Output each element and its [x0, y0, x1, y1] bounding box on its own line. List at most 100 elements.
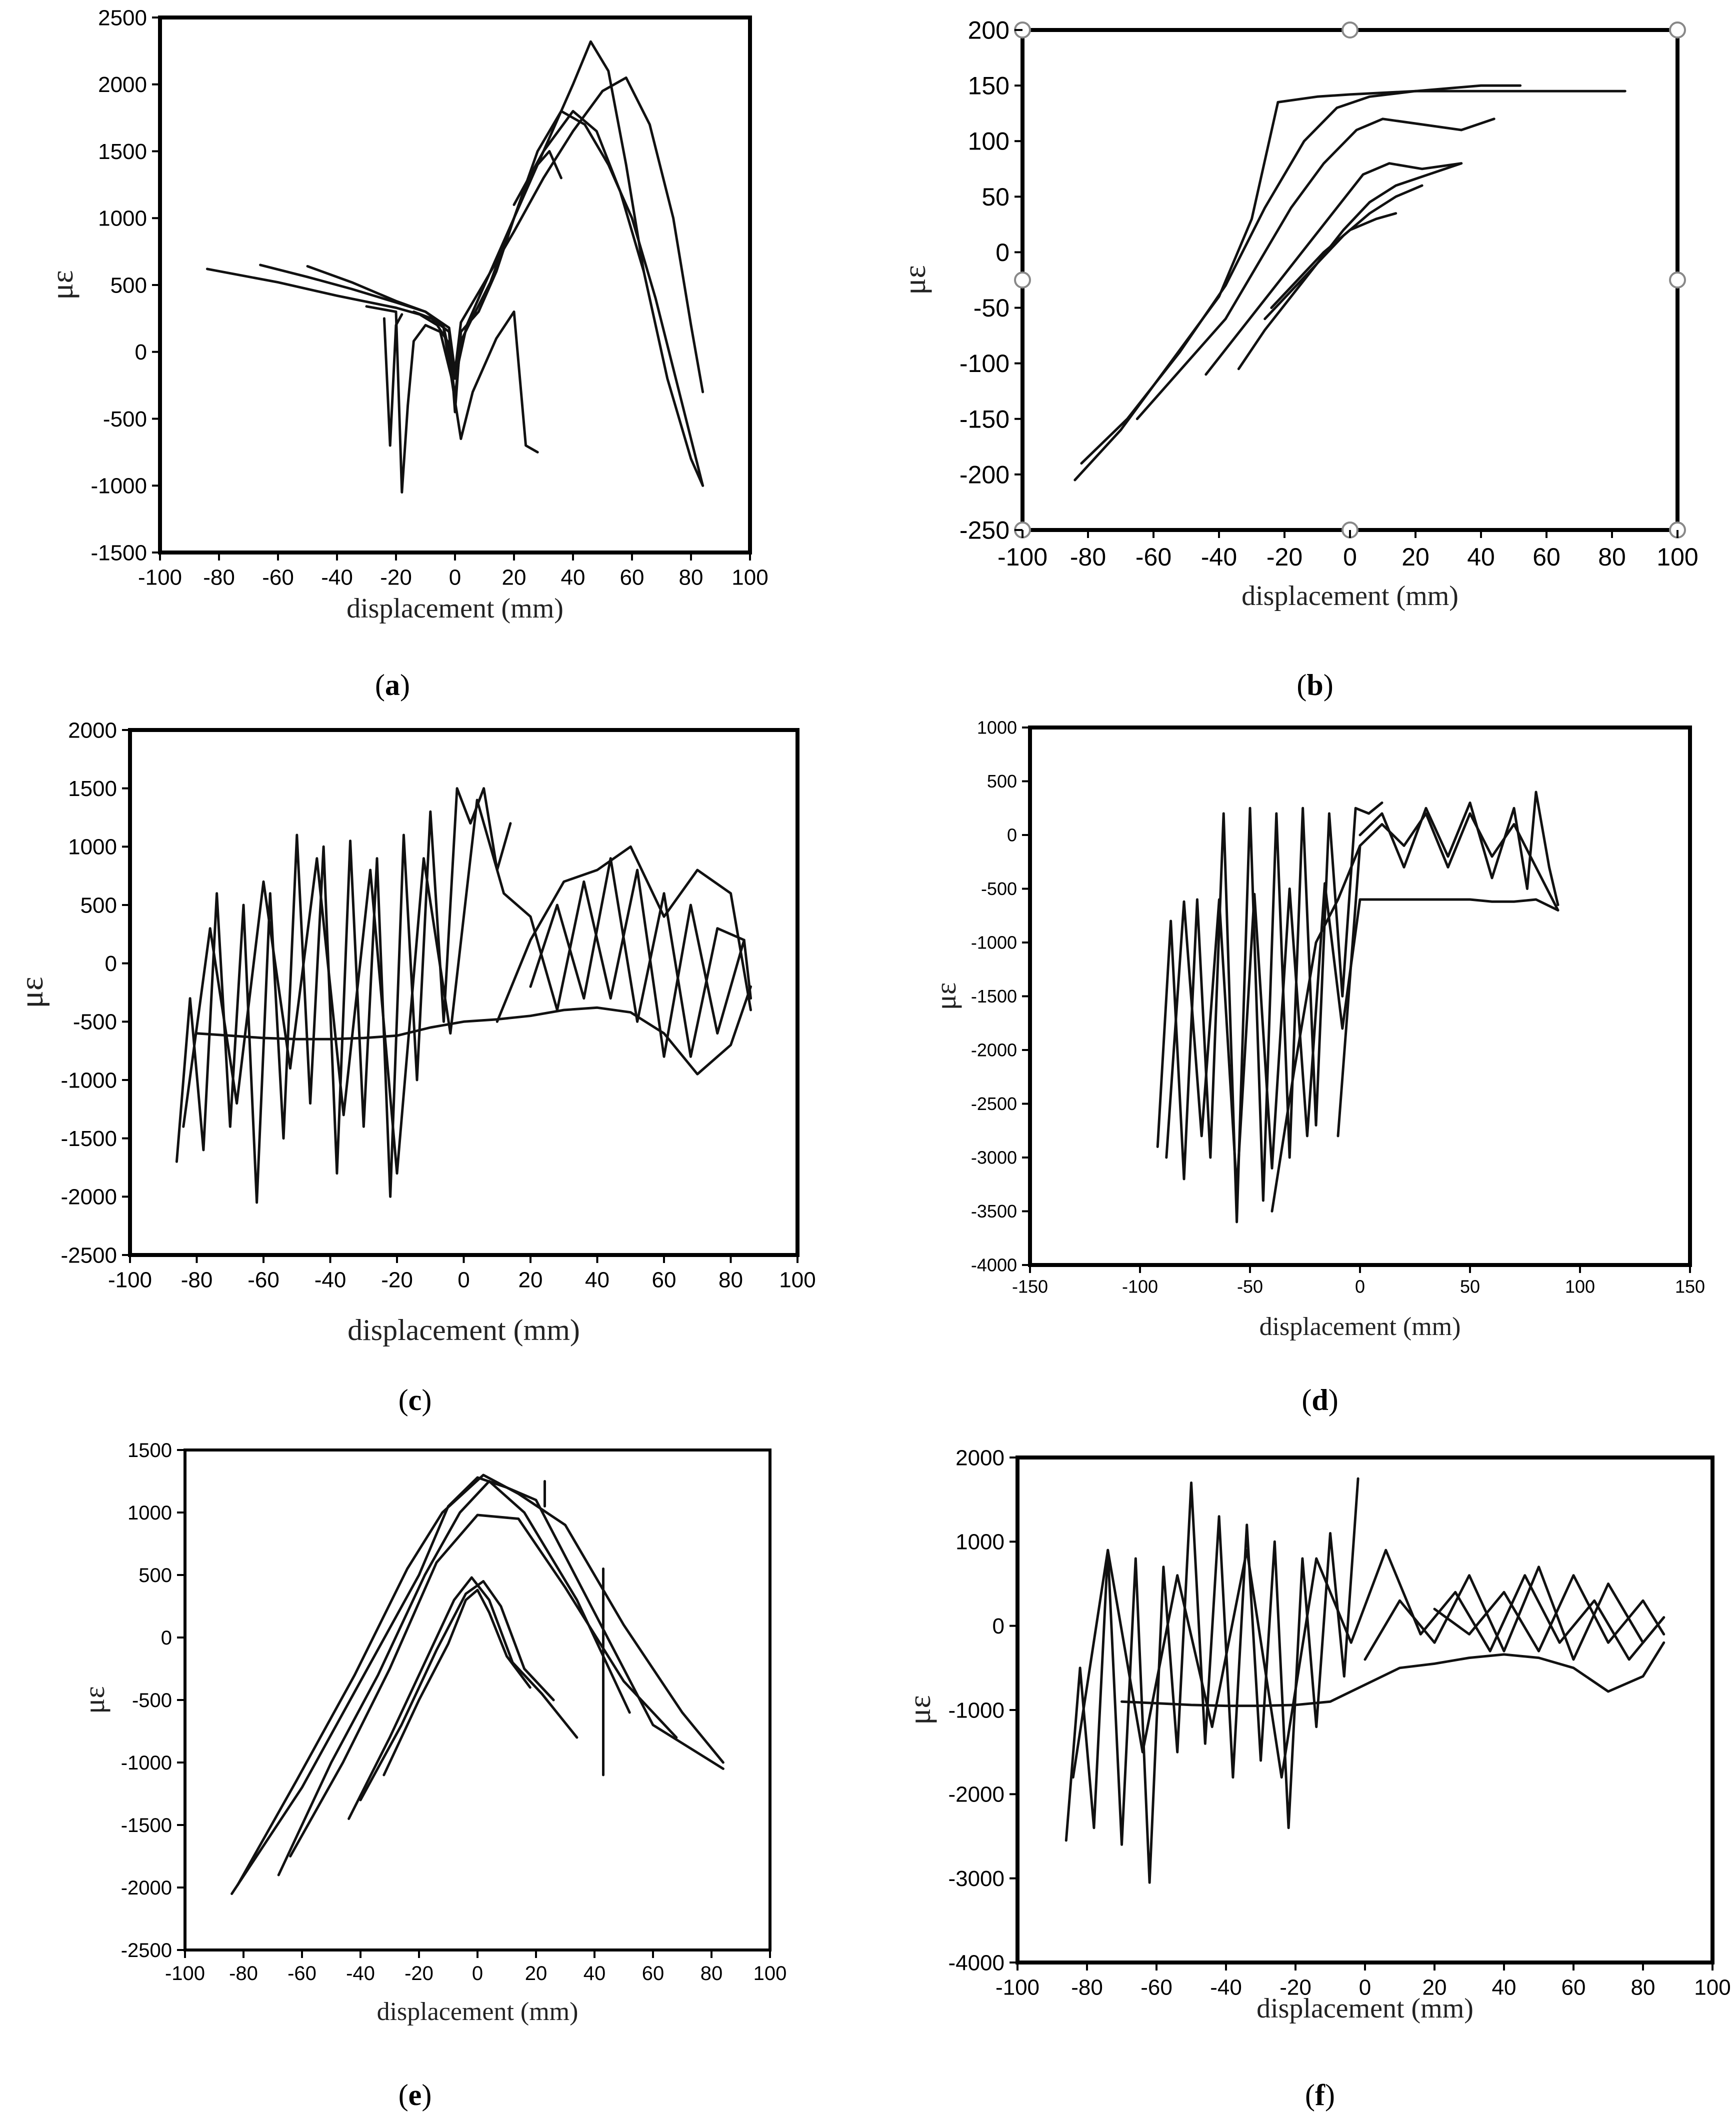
series-line-5 [1433, 1574, 1666, 1652]
x-tick-label: -100 [1122, 1276, 1158, 1297]
series-line-1 [206, 150, 562, 400]
x-tick-label: 0 [458, 1268, 470, 1292]
series-line-4 [365, 305, 456, 494]
y-tick-label: 1000 [98, 206, 147, 231]
series-line-3 [1136, 118, 1496, 420]
y-tick-label: 500 [138, 1564, 172, 1586]
x-tick-label: 0 [449, 565, 461, 590]
y-tick-label: -2000 [971, 1040, 1017, 1060]
y-axis-title: με [14, 976, 50, 1008]
y-tick-label: -500 [132, 1690, 172, 1712]
x-tick-label: -80 [1071, 1975, 1103, 2000]
series-line-3 [277, 1480, 631, 1876]
resize-handle[interactable] [1014, 272, 1031, 288]
y-tick-label: -2500 [60, 1243, 117, 1268]
x-tick-label: -40 [314, 1268, 346, 1292]
x-tick-label: 50 [1460, 1276, 1480, 1297]
y-tick-label: 50 [982, 183, 1010, 211]
x-tick-label: 20 [1402, 543, 1430, 571]
panel-caption: (c) [398, 1384, 432, 1416]
series-line-2 [182, 798, 752, 1175]
x-tick-label: 20 [525, 1962, 548, 1984]
series-line-1 [230, 1476, 724, 1895]
y-axis-title: με [46, 270, 80, 300]
x-tick-label: -40 [1201, 543, 1237, 571]
x-tick-label: -100 [165, 1962, 205, 1984]
y-tick-label: -2000 [948, 1782, 1004, 1807]
y-axis-title: με [903, 1695, 937, 1724]
x-axis-title: displacement (mm) [377, 1998, 578, 2026]
series-line-5 [382, 313, 404, 447]
resize-handle[interactable] [1342, 22, 1358, 38]
x-tick-label: -20 [381, 1268, 413, 1292]
y-tick-label: 500 [80, 893, 117, 918]
y-tick-label: -2000 [121, 1877, 172, 1899]
y-tick-label: 2500 [98, 6, 147, 30]
series-line-4 [1204, 162, 1463, 376]
panel-caption: (e) [398, 2078, 432, 2112]
x-tick-label: -100 [996, 1975, 1040, 2000]
x-tick-label: -60 [1140, 1975, 1172, 2000]
resize-handle[interactable] [1669, 272, 1686, 288]
x-tick-label: 80 [1598, 543, 1626, 571]
series-group [175, 787, 752, 1204]
y-tick-label: 100 [968, 128, 1010, 156]
x-tick-label: -20 [1266, 543, 1302, 571]
chart-panel-a: -100 -80 -60 -40 -20 0 20 40 60 80 100 2500 2000 1500… [46, 6, 768, 702]
series-group [230, 1474, 724, 1895]
x-tick-label: 0 [1359, 1975, 1371, 2000]
panel-caption: (f) [1305, 2078, 1335, 2112]
panel-caption: (d) [1302, 1384, 1338, 1416]
resize-handle[interactable] [1669, 22, 1686, 38]
y-tick-label: 150 [968, 72, 1010, 100]
x-tick-label: -50 [1237, 1276, 1263, 1297]
series-line-4 [1336, 812, 1560, 1138]
x-tick-label: -100 [108, 1268, 152, 1292]
x-axis-title: displacement (mm) [1256, 1993, 1474, 2024]
x-tick-label: 100 [754, 1962, 787, 1984]
y-tick-label: -50 [974, 294, 1010, 322]
x-tick-label: -40 [346, 1962, 375, 1984]
y-tick-label: -1500 [90, 540, 147, 565]
x-axis-title: displacement (mm) [1242, 580, 1458, 612]
panel-caption: (b) [1296, 668, 1333, 702]
y-tick-label: 1500 [68, 776, 117, 801]
series-line-1 [1156, 802, 1384, 1224]
y-tick-label: -2000 [60, 1185, 117, 1210]
series-line-1 [1064, 1477, 1360, 1884]
series-line-2 [259, 40, 646, 380]
x-tick-label: 0 [472, 1962, 483, 1984]
y-tick-label: -100 [960, 350, 1010, 378]
x-tick-label: 20 [518, 1268, 543, 1292]
y-tick-label: -1000 [971, 932, 1017, 953]
y-tick-label: 0 [992, 1614, 1004, 1638]
series-group [1074, 84, 1626, 482]
y-tick-label: -150 [960, 405, 1010, 433]
y-tick-label: -1000 [60, 1068, 117, 1092]
y-tick-label: 1000 [68, 835, 117, 860]
series-group [206, 40, 704, 494]
x-tick-label: -20 [404, 1962, 434, 1984]
series-line-4 [496, 845, 752, 1023]
x-tick-label: 60 [620, 565, 644, 590]
plot-frame [1028, 726, 1692, 1267]
x-tick-label: 80 [679, 565, 704, 590]
plot-frame [1016, 1456, 1714, 1964]
y-tick-label: -3500 [971, 1201, 1017, 1222]
series-line-3 [1358, 790, 1560, 906]
x-axis-title: displacement (mm) [348, 1314, 580, 1346]
series-line-7 [382, 1588, 532, 1776]
x-tick-label: -80 [203, 565, 235, 590]
y-tick-label: 1000 [128, 1502, 172, 1524]
plot-frame [1020, 28, 1680, 532]
x-tick-label: 80 [700, 1962, 723, 1984]
x-tick-label: 40 [1467, 543, 1495, 571]
x-tick-label: 100 [1694, 1975, 1730, 2000]
y-tick-label: 0 [161, 1627, 172, 1649]
y-axis-title: με [930, 982, 962, 1010]
y-tick-label: -1500 [121, 1814, 172, 1836]
y-tick-label: -2500 [971, 1094, 1017, 1114]
x-tick-label: -80 [229, 1962, 258, 1984]
panel-caption: (a) [375, 668, 410, 702]
